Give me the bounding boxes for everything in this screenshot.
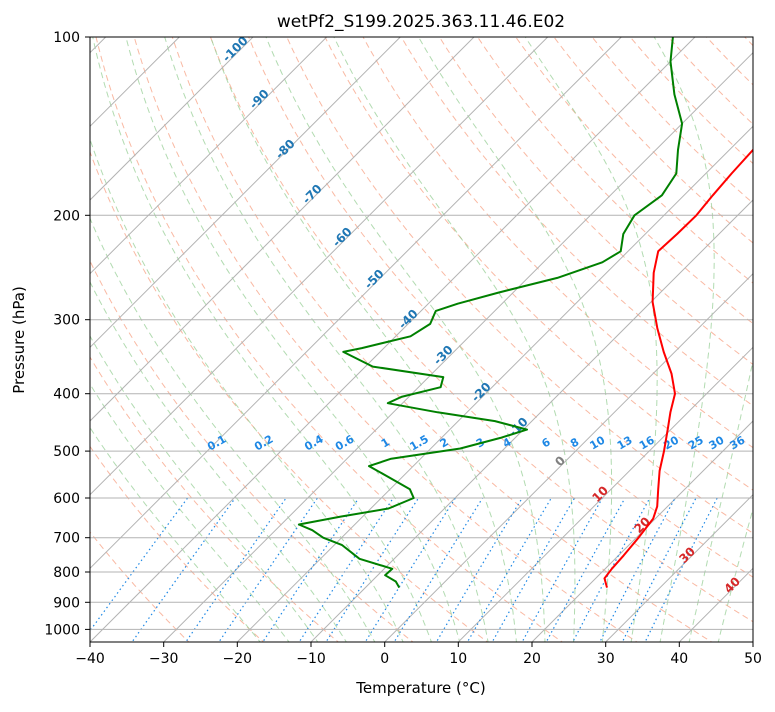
y-tick-label: 800 [53, 565, 80, 581]
y-tick-label: 1000 [44, 622, 80, 638]
x-tick-label: 10 [449, 651, 467, 667]
x-tick-label: 20 [523, 651, 541, 667]
x-tick-label: 50 [744, 651, 762, 667]
x-tick-label: −30 [149, 651, 179, 667]
x-tick-label: 0 [380, 651, 389, 667]
y-tick-label: 100 [53, 30, 80, 46]
x-tick-label: −40 [75, 651, 105, 667]
y-tick-label: 400 [53, 387, 80, 403]
x-axis-label: Temperature (°C) [355, 679, 485, 697]
y-tick-label: 300 [53, 313, 80, 329]
y-axis-label: Pressure (hPa) [10, 286, 28, 394]
x-tick-label: −20 [223, 651, 253, 667]
x-tick-label: 40 [670, 651, 688, 667]
chart-title: wetPf2_S199.2025.363.11.46.E02 [277, 12, 565, 32]
y-tick-label: 500 [53, 444, 80, 460]
x-tick-label: 30 [597, 651, 615, 667]
y-tick-label: 600 [53, 491, 80, 507]
y-tick-label: 900 [53, 595, 80, 611]
y-tick-label: 700 [53, 531, 80, 547]
y-tick-label: 200 [53, 208, 80, 224]
x-tick-label: −10 [296, 651, 326, 667]
